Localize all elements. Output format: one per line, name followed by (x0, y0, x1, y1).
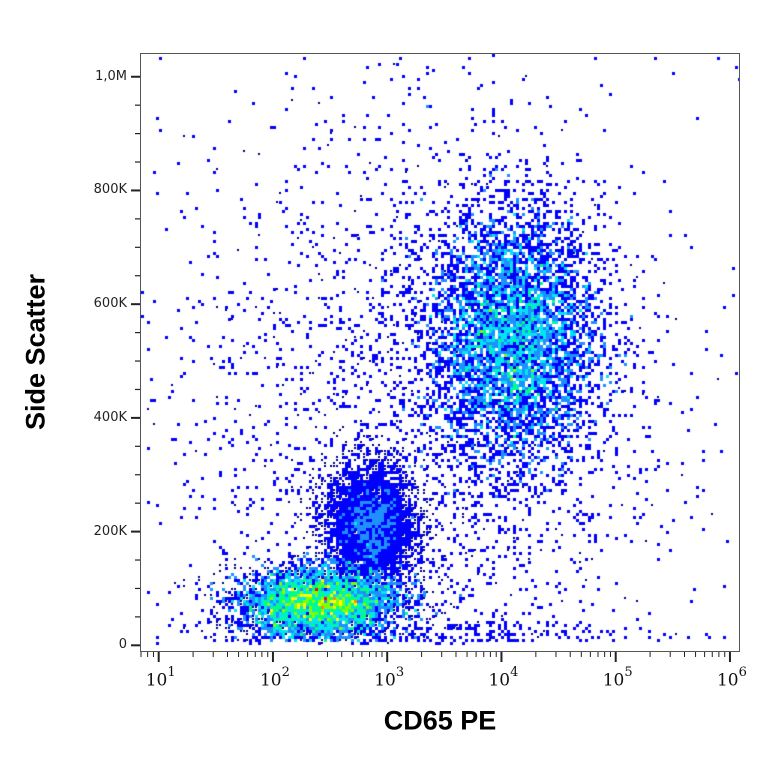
y-tick-label: 0 (118, 637, 127, 653)
y-tick-label: 200K (93, 523, 127, 539)
x-tick-label: 105 (602, 665, 633, 691)
x-tick-label: 103 (374, 665, 405, 691)
plot-area (140, 53, 740, 652)
x-tick-label: 101 (145, 665, 176, 691)
y-tick-label: 600K (93, 296, 127, 312)
y-tick-label: 400K (93, 409, 127, 425)
y-axis-title: Side Scatter (20, 273, 51, 431)
scatter-density-plot (141, 54, 739, 651)
y-tick-label: 1,0M (95, 68, 127, 84)
y-tick-label: 800K (93, 182, 127, 198)
x-tick-label: 106 (716, 665, 747, 691)
x-axis-title: CD65 PE (383, 705, 497, 736)
x-tick-label: 104 (488, 665, 519, 691)
x-tick-label: 102 (259, 665, 290, 691)
